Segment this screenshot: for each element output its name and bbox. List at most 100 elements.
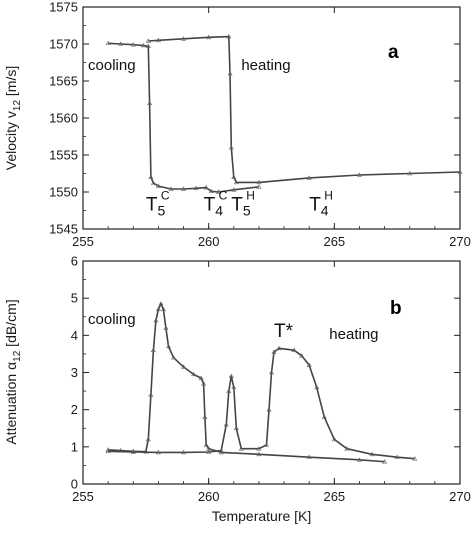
transition-label: T5 [231,195,251,219]
data-point [198,375,204,380]
data-point [233,425,239,431]
data-point [181,36,187,41]
y-tick-label: 1565 [49,74,78,89]
data-point [457,169,463,174]
data-point [181,186,187,191]
annotation-heating: heating [329,326,378,343]
y-tick-label: 1555 [49,148,78,163]
data-point [181,449,187,455]
data-point [160,306,166,312]
data-point [155,183,161,188]
transition-label-sup: H [324,189,333,203]
x-tick-label: 255 [72,234,94,249]
data-point [256,184,262,189]
data-point [226,33,232,39]
data-point [314,384,320,390]
y-tick-label: 5 [71,291,78,306]
annotation-heating: heating [241,57,290,74]
panel-label: a [388,42,399,63]
data-point [181,364,187,369]
data-point [201,381,207,386]
data-point [168,186,174,191]
transition-label-base: T [146,195,158,216]
y-tick-label: 3 [71,365,78,380]
transition-label: T4 [309,195,329,219]
data-point [321,414,327,419]
series-line-cooling [108,42,219,193]
data-point [191,371,197,377]
data-point [206,34,212,40]
data-point [369,451,375,457]
y-tick-label: 0 [71,477,78,492]
y-axis-label: Attenuation α12 [dB/cm] [3,299,23,444]
data-point [140,42,146,48]
transition-label-sup: C [219,189,228,203]
data-point [268,369,275,375]
data-point [291,347,297,352]
series-line-heating [148,35,461,184]
data-point [231,384,237,390]
data-point [165,343,171,349]
y-tick-label: 1 [71,439,78,454]
y-tick-label: 2 [71,402,78,417]
data-point [266,407,272,412]
x-tick-label: 260 [198,489,220,504]
data-point [394,454,400,460]
transition-label: T4 [204,195,224,219]
data-point [170,355,176,360]
data-point [228,373,234,379]
data-point [147,100,153,105]
data-point [118,41,124,46]
transition-label-sub: 4 [321,203,329,219]
y-axis-label-main: Velocity v [3,111,19,170]
panel-label: b [390,298,402,319]
data-point [344,446,350,451]
x-tick-label: 270 [449,489,471,504]
annotation-cooling: cooling [88,57,136,74]
data-point [203,184,209,190]
data-point [356,457,362,462]
data-point [202,414,208,419]
transition-label-sup: C [161,189,170,203]
data-point [223,421,229,427]
transition-label-base: T [204,195,216,216]
x-tick-label: 260 [198,234,220,249]
x-tick-label: 265 [323,234,345,249]
data-point [155,37,161,43]
annotation-cooling: cooling [88,311,136,328]
transition-label-sub: 5 [157,203,165,219]
data-point [145,38,151,43]
x-tick-label: 255 [72,489,94,504]
y-axis-label: Velocity v12 [m/s] [3,66,23,171]
data-point [331,436,337,442]
data-point [206,449,212,454]
y-axis-label-main: Attenuation α [3,362,19,445]
y-axis-label-unit: [dB/cm] [3,299,19,350]
data-point [155,449,161,455]
data-point [228,144,234,150]
data-point [412,456,418,461]
data-point [208,188,214,194]
y-tick-label: 1550 [49,185,78,200]
data-point [105,40,111,46]
y-axis-label-subscript: 12 [12,100,23,112]
data-point [306,175,312,180]
transition-label: T5 [146,195,166,219]
data-point [356,172,362,177]
y-axis-label-subscript: 12 [12,350,23,362]
data-point [407,170,413,176]
data-point [158,301,164,306]
y-axis-label-unit: [m/s] [3,66,19,100]
x-tick-label: 270 [449,234,471,249]
data-point [306,454,312,460]
data-point [130,449,136,454]
y-tick-label: 4 [71,328,78,343]
data-point [256,451,262,457]
transition-label-base: T [231,195,243,216]
x-axis-label: Temperature [K] [212,508,312,524]
data-point [163,325,169,330]
data-point [130,42,136,47]
data-point [148,174,154,179]
data-point [148,392,154,397]
y-tick-label: 1575 [49,0,78,15]
